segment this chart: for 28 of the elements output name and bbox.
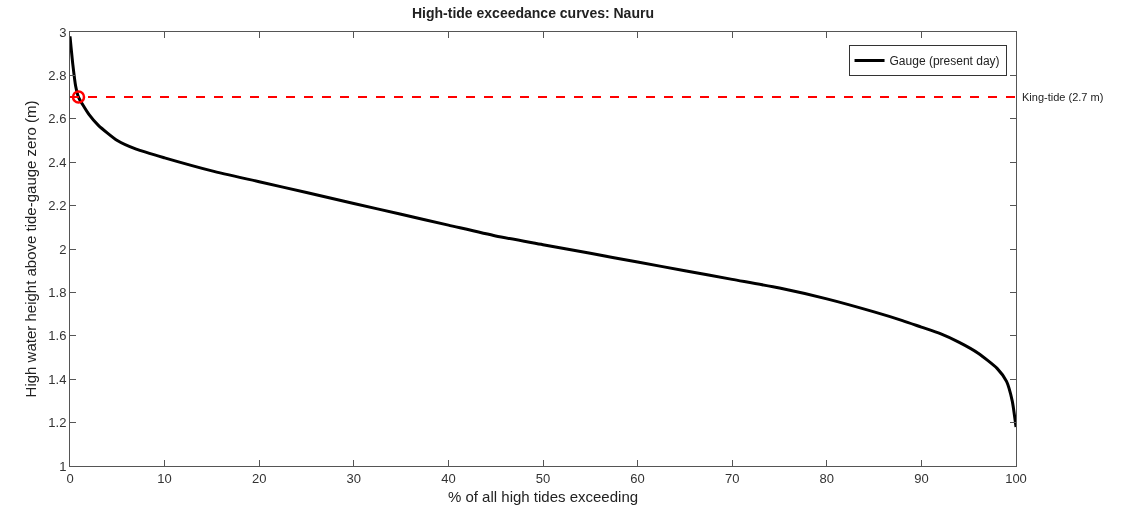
y-tick-label: 1.8	[48, 284, 67, 300]
y-tick-label: 2.6	[48, 111, 67, 127]
legend-label: Gauge (present day)	[889, 54, 1000, 69]
y-tick-label: 2.4	[48, 154, 67, 170]
ref-line-label: King-tide (2.7 m)	[1022, 91, 1104, 103]
x-tick-label: 80	[819, 470, 835, 486]
x-tick-label: 60	[630, 470, 645, 486]
x-tick-label: 40	[441, 470, 456, 486]
y-tick-label: 2	[59, 241, 67, 257]
x-tick-label: 50	[535, 470, 551, 486]
x-axis-title: % of all high tides exceeding	[447, 487, 639, 505]
x-tick-label: 30	[346, 470, 362, 486]
x-tick-label: 70	[724, 470, 740, 486]
y-axis-title: High water height above tide-gauge zero (m)	[21, 100, 39, 398]
line-series	[70, 34, 1016, 429]
y-tick-label: 1.4	[48, 371, 67, 387]
x-tick-label: 10	[157, 470, 172, 486]
x-tick-label: 0	[66, 470, 74, 486]
y-tick-label: 1.6	[48, 328, 67, 344]
y-tick-label: 1.2	[48, 415, 67, 431]
y-tick-label: 1	[59, 458, 67, 474]
chart-title: High-tide exceedance curves: Nauru	[411, 4, 654, 21]
y-tick-label: 3	[59, 24, 67, 40]
x-tick-label: 20	[251, 470, 267, 486]
x-tick-label: 100	[1005, 470, 1027, 486]
y-tick-label: 2.8	[48, 67, 67, 83]
y-tick-label: 2.2	[48, 198, 67, 214]
x-tick-label: 90	[914, 470, 929, 486]
